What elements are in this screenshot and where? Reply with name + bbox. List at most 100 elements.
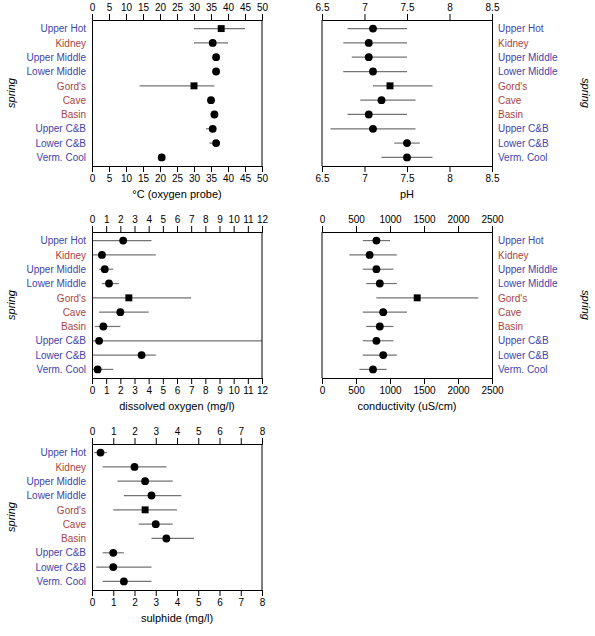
tick-label: Upper Middle xyxy=(27,264,87,275)
tick-label: Cave xyxy=(498,307,522,318)
tick-mark xyxy=(220,378,221,384)
tick: Verm. Cool xyxy=(37,364,86,375)
tick-mark xyxy=(191,226,192,232)
tick-label: Basin xyxy=(61,533,86,544)
tick: 0 xyxy=(90,378,96,396)
y-axis-title: spring xyxy=(5,77,17,108)
error-bar xyxy=(376,297,478,298)
tick-label: Verm. Cool xyxy=(37,152,86,163)
tick-mark xyxy=(156,438,157,444)
tick: 2 xyxy=(132,426,138,444)
tick: Basin xyxy=(498,321,523,332)
error-bar xyxy=(152,538,195,539)
marks xyxy=(93,237,262,374)
x-axis-bottom: 05001000150020002500 xyxy=(320,378,504,396)
tick: Gord's xyxy=(57,293,86,304)
tick-mark xyxy=(135,226,136,232)
tick-label: Upper Hot xyxy=(498,235,544,246)
tick-label: 20 xyxy=(155,2,167,13)
tick: 40 xyxy=(223,166,235,184)
tick: 5 xyxy=(107,2,113,20)
tick: Lower Middle xyxy=(27,278,87,289)
tick: Upper Middle xyxy=(27,476,87,487)
tick: 20 xyxy=(155,166,167,184)
error-bar xyxy=(93,354,156,355)
tick: 5 xyxy=(161,214,167,232)
tick: Verm. Cool xyxy=(37,576,86,587)
tick: Upper Middle xyxy=(27,52,87,63)
tick-label: 6.5 xyxy=(316,173,330,184)
marks xyxy=(349,237,478,374)
tick-label: 7 xyxy=(189,385,195,396)
tick-label: 8 xyxy=(203,214,209,225)
point xyxy=(376,323,384,331)
tick: 0 xyxy=(90,2,96,20)
tick: Verm. Cool xyxy=(498,364,547,375)
tick-label: Verm. Cool xyxy=(37,576,86,587)
chart: 0510152025303540455005101520253035404550… xyxy=(0,0,595,636)
tick-label: 3 xyxy=(153,597,159,608)
tick-mark xyxy=(248,226,249,232)
tick-mark xyxy=(390,226,391,232)
tick: 8 xyxy=(447,166,453,184)
tick-label: 45 xyxy=(240,173,252,184)
tick-mark xyxy=(262,590,263,596)
tick-label: 6 xyxy=(217,597,223,608)
tick-label: 0 xyxy=(90,2,96,13)
tick: 15 xyxy=(138,166,150,184)
tick-label: 2000 xyxy=(447,214,470,225)
tick: 500 xyxy=(348,214,365,232)
tick: Upper Middle xyxy=(498,52,558,63)
x-axis-top: 012345678 xyxy=(90,426,266,445)
x-axis-bottom: 0123456789101112 xyxy=(90,378,269,396)
tick: Basin xyxy=(498,109,523,120)
tick: 10 xyxy=(229,378,241,396)
tick-label: 5 xyxy=(107,173,113,184)
tick-mark xyxy=(194,166,195,172)
tick-mark xyxy=(228,14,229,20)
point xyxy=(94,366,102,374)
point xyxy=(369,125,377,133)
x-axis-title: °C (oxygen probe) xyxy=(132,188,221,200)
tick: 12 xyxy=(257,214,269,232)
point xyxy=(365,111,373,119)
tick-label: Verm. Cool xyxy=(498,364,547,375)
error-bar xyxy=(348,28,408,29)
axis-line xyxy=(492,21,493,167)
tick: 3 xyxy=(132,378,138,396)
point xyxy=(403,139,411,147)
tick-label: 0 xyxy=(90,173,96,184)
point xyxy=(105,280,113,288)
y-axis-title: spring xyxy=(5,289,17,320)
tick-mark xyxy=(492,226,493,232)
tick: Lower Middle xyxy=(498,66,558,77)
y-axis: Upper HotKidneyUpper MiddleLower MiddleG… xyxy=(493,233,558,379)
tick-label: Upper Middle xyxy=(27,476,87,487)
tick: Gord's xyxy=(498,293,527,304)
tick: 6.5 xyxy=(316,2,330,20)
error-bar xyxy=(343,42,407,43)
tick-label: Lower Middle xyxy=(27,278,87,289)
tick-mark xyxy=(92,590,93,596)
tick-label: 30 xyxy=(189,173,201,184)
tick-mark xyxy=(322,378,323,384)
tick-label: 35 xyxy=(206,173,218,184)
point xyxy=(372,237,380,245)
tick-label: 10 xyxy=(229,385,241,396)
tick-mark xyxy=(156,590,157,596)
tick-label: 500 xyxy=(348,214,365,225)
tick-label: 1500 xyxy=(413,214,436,225)
tick: 5 xyxy=(196,590,202,608)
tick: Cave xyxy=(498,95,522,106)
tick-label: Lower C&B xyxy=(35,562,86,573)
tick: 7 xyxy=(362,2,368,20)
tick-mark xyxy=(177,226,178,232)
point xyxy=(97,449,105,457)
tick: Cave xyxy=(63,95,87,106)
tick-mark xyxy=(228,166,229,172)
tick-label: Upper Middle xyxy=(498,264,558,275)
tick-label: 6 xyxy=(217,426,223,437)
tick: 3 xyxy=(132,214,138,232)
tick-mark xyxy=(205,226,206,232)
axis-line xyxy=(93,14,263,21)
